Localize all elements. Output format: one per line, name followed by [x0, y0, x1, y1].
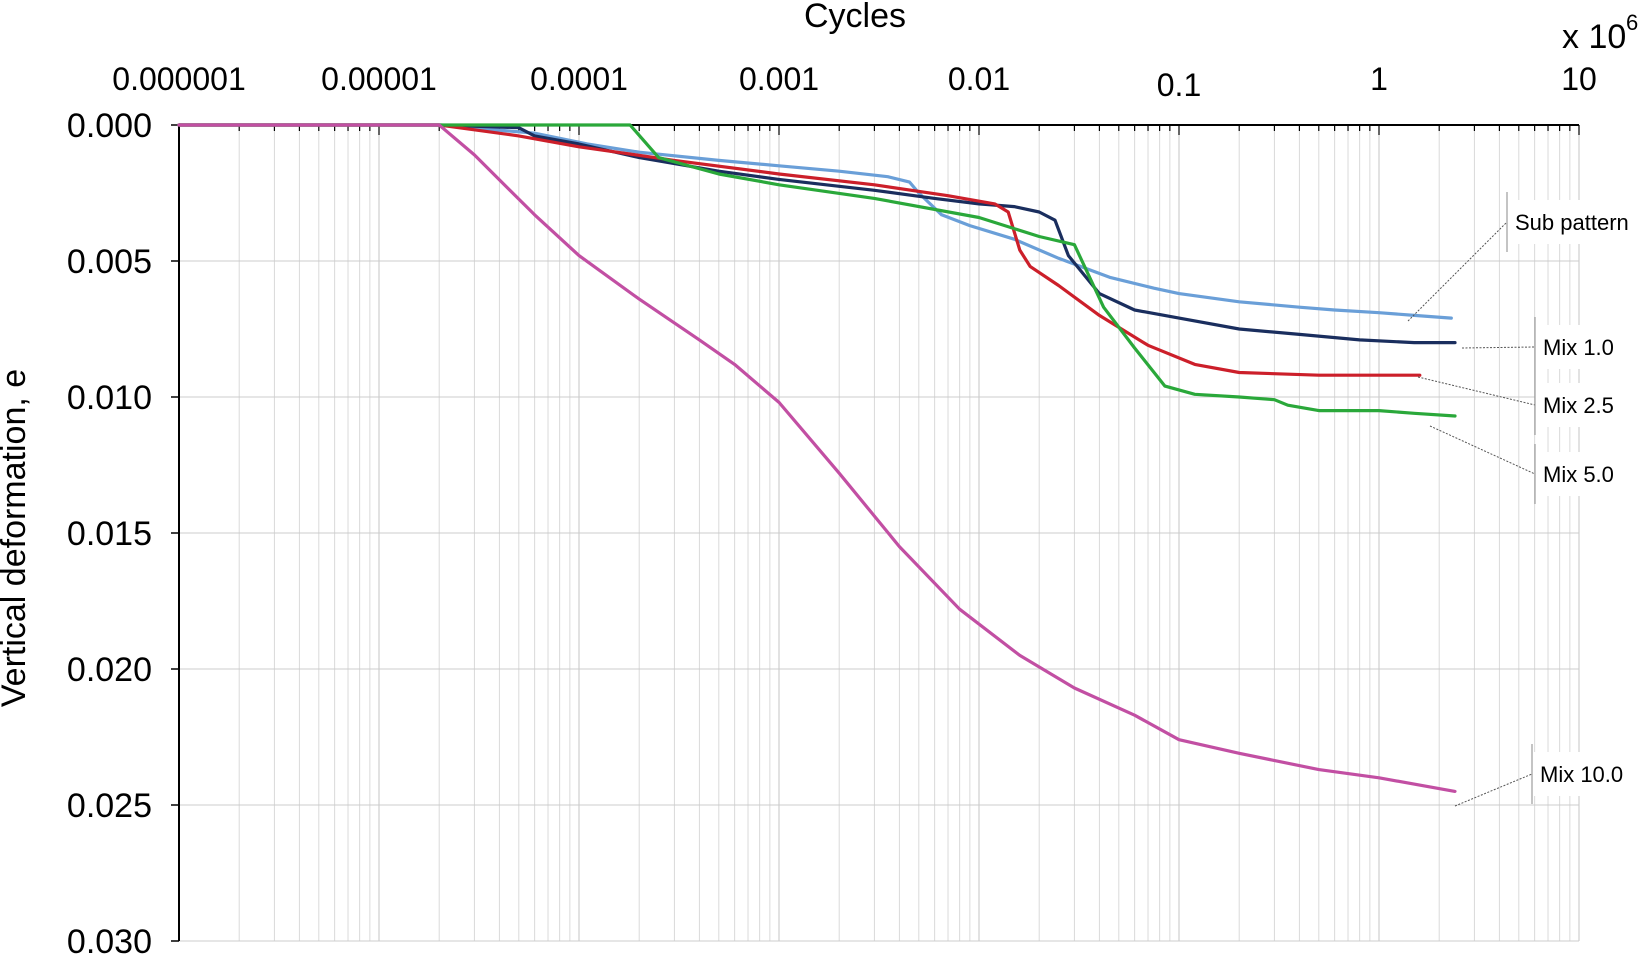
x-tick-label: 10 — [1561, 61, 1597, 97]
x-tick-label: 0.000001 — [112, 61, 245, 97]
x-axis-title: Cycles — [804, 0, 906, 35]
callout-leader — [1461, 346, 1536, 349]
y-tick-label: 0.005 — [67, 243, 152, 281]
callout-label: Mix 2.5 — [1543, 393, 1614, 418]
callout-box — [1535, 325, 1627, 369]
y-tick-label: 0.030 — [67, 923, 152, 957]
y-axis-title: Vertical deformation, e — [0, 369, 33, 707]
callout-label: Mix 1.0 — [1543, 335, 1614, 360]
grid — [178, 125, 1580, 942]
x-tick-label: 0.00001 — [321, 61, 437, 97]
series-line — [177, 123, 1453, 320]
x-tick-label: 0.001 — [739, 61, 819, 97]
series-line — [177, 123, 1457, 345]
y-tick-label: 0.025 — [67, 787, 152, 825]
callout-leader — [1417, 376, 1536, 406]
x-tick-label: 0.01 — [948, 61, 1010, 97]
callout-box — [1535, 383, 1627, 427]
series-lines — [177, 123, 1457, 794]
y-tick-label: 0.000 — [67, 107, 152, 145]
callouts: Sub pattern Mix 1.0 Mix 2.5 Mix 5.0 Mix 10.0 — [1407, 192, 1644, 807]
series-line — [177, 123, 1422, 377]
y-tick-label: 0.015 — [67, 515, 152, 553]
x-tick-label: 0.0001 — [530, 61, 628, 97]
y-tick-label: 0.010 — [67, 379, 152, 417]
callout-box — [1532, 752, 1644, 796]
callout-leader — [1429, 425, 1536, 475]
callout-leader — [1454, 773, 1533, 807]
callout-box — [1507, 200, 1643, 244]
axes: 0.000001 0.00001 0.0001 0.001 0.01 0.1 1 10 0.00… — [67, 61, 1597, 957]
callout-leader — [1407, 221, 1508, 322]
callout-label: Mix 5.0 — [1543, 462, 1614, 487]
x-tick-label: 0.1 — [1157, 67, 1201, 103]
series-line — [177, 123, 1457, 794]
x-multiplier-label: x 10 — [1562, 18, 1626, 56]
x-tick-label: 1 — [1370, 61, 1388, 97]
callout-label: Mix 10.0 — [1540, 762, 1623, 787]
x-multiplier-exponent: 6 — [1626, 10, 1638, 35]
series-line — [177, 123, 1457, 418]
callout-box — [1535, 452, 1627, 496]
y-tick-label: 0.020 — [67, 651, 152, 689]
callout-label: Sub pattern — [1515, 210, 1629, 235]
